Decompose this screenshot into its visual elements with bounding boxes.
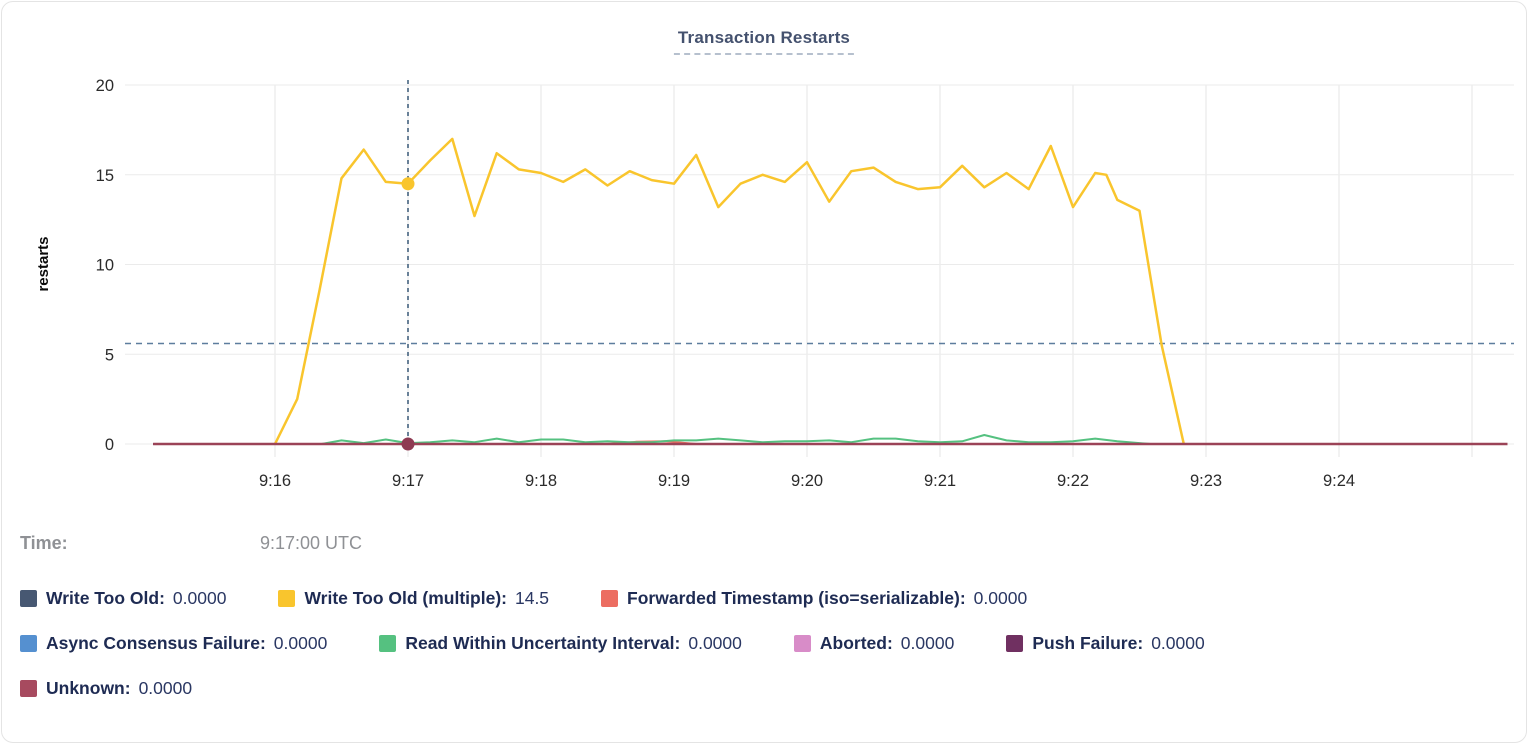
legend-item: Write Too Old: 0.0000 [20,588,226,609]
legend-item: Async Consensus Failure: 0.0000 [20,633,327,654]
x-tick-label: 9:24 [1323,472,1355,490]
legend-item-value: 0.0000 [900,633,955,653]
legend-item: Unknown: 0.0000 [20,678,192,699]
y-tick-label: 15 [96,167,114,185]
chart-canvas[interactable]: 0 5 10 15 20 9:16 9:17 9:18 9:19 9:20 9:21 9:22 9:23… [2,2,1527,507]
legend-item-value: 0.0000 [1151,633,1205,653]
legend-item: Write Too Old (multiple): 14.5 [278,588,549,609]
legend-item-label: Aborted: [819,633,893,653]
legend-item-value: 14.5 [514,588,550,608]
y-tick-label: 0 [105,436,114,454]
legend-item-label: Write Too Old: [46,588,165,608]
series-line-write-too-old-multiple- [273,137,1186,445]
legend-item-value: 0.0000 [973,588,1028,608]
legend-item-label: Write Too Old (multiple): [304,588,507,608]
x-tick-label: 9:23 [1190,472,1222,490]
y-tick-label: 10 [96,257,114,275]
time-value: 9:17:00 UTC [260,533,363,553]
legend-swatch-icon [793,635,811,652]
chart-title[interactable]: Transaction Restarts [673,28,855,55]
x-tick-label: 9:18 [525,472,557,490]
y-tick-label: 20 [96,77,114,95]
legend-item-value: 0.0000 [273,633,328,653]
time-row: Time: 9:17:00 UTC [20,533,1508,554]
legend-swatch-icon [278,590,296,607]
legend-item: Aborted: 0.0000 [793,633,955,654]
legend-item: Read Within Uncertainty Interval: 0.0000 [379,633,742,654]
hover-dot [401,177,415,191]
legend-item-label: Read Within Uncertainty Interval: [405,633,681,653]
y-tick-label: 5 [105,346,114,364]
x-tick-label: 9:20 [791,472,823,490]
legend-row-2: Async Consensus Failure: 0.0000 Read Withi… [20,633,1516,654]
legend-swatch-icon [20,590,37,607]
legend-row-1: Write Too Old: 0.0000 Write Too Old (multi… [20,588,1516,609]
x-tick-label: 9:16 [259,472,291,490]
x-tick-label: 9:22 [1057,472,1089,490]
legend-item: Forwarded Timestamp (iso=serializable): 0… [601,588,1027,609]
x-tick-label: 9:21 [924,472,956,490]
legend-swatch-icon [20,635,37,652]
legend-item-label: Push Failure: [1032,633,1144,653]
legend-swatch-icon [601,590,619,607]
legend-row-3: Unknown: 0.0000 [20,678,1516,699]
time-label: Time: [20,533,68,553]
legend-item-value: 0.0000 [138,678,193,698]
legend-item-label: Forwarded Timestamp (iso=serializable): [627,588,966,608]
legend-item-label: Async Consensus Failure: [46,633,266,653]
x-tick-label: 9:19 [658,472,690,490]
legend-swatch-icon [379,635,397,652]
legend-swatch-icon [1006,635,1024,652]
legend-item-value: 0.0000 [688,633,742,653]
legend-item-label: Unknown: [46,678,131,698]
legend-item: Push Failure: 0.0000 [1006,633,1205,654]
legend-item-value: 0.0000 [172,588,227,608]
y-axis-label: restarts [35,236,52,291]
legend-swatch-icon [20,680,37,697]
hover-dot [401,437,415,451]
series-line-read-within-uncertainty-interval [321,434,1151,445]
x-tick-label: 9:17 [392,472,424,490]
